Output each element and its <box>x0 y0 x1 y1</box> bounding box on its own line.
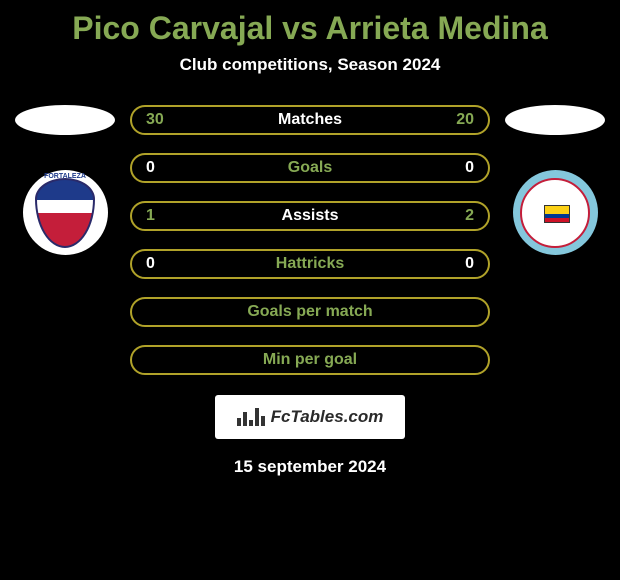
flag-icon <box>544 205 570 223</box>
stat-left-value: 0 <box>146 159 155 177</box>
comparison-area: FORTALEZA 30 Matches 20 0 Goals 0 1 Assi… <box>0 105 620 375</box>
stat-right-value: 0 <box>465 159 474 177</box>
stat-row-goals-per-match: Goals per match <box>130 297 490 327</box>
stat-row-hattricks: 0 Hattricks 0 <box>130 249 490 279</box>
stat-label: Assists <box>282 207 339 225</box>
stat-label: Hattricks <box>276 255 344 273</box>
left-player-oval <box>15 105 115 135</box>
stats-column: 30 Matches 20 0 Goals 0 1 Assists 2 0 Ha… <box>130 105 490 375</box>
fctables-badge[interactable]: FcTables.com <box>215 395 405 439</box>
stat-row-assists: 1 Assists 2 <box>130 201 490 231</box>
left-club-badge: FORTALEZA <box>23 170 108 255</box>
stat-label: Min per goal <box>263 351 357 369</box>
stat-row-matches: 30 Matches 20 <box>130 105 490 135</box>
badge-text: FORTALEZA <box>35 173 95 180</box>
bar-chart-icon <box>237 408 265 426</box>
stat-right-value: 2 <box>465 207 474 225</box>
stat-left-value: 0 <box>146 255 155 273</box>
stat-row-min-per-goal: Min per goal <box>130 345 490 375</box>
stat-label: Goals per match <box>247 303 372 321</box>
page-title: Pico Carvajal vs Arrieta Medina <box>0 0 620 47</box>
stat-right-value: 0 <box>465 255 474 273</box>
right-club-badge <box>513 170 598 255</box>
stat-right-value: 20 <box>456 111 474 129</box>
stat-label: Goals <box>288 159 332 177</box>
fctables-text: FcTables.com <box>271 407 384 427</box>
subtitle: Club competitions, Season 2024 <box>0 55 620 75</box>
right-player-oval <box>505 105 605 135</box>
right-player-column <box>500 105 610 255</box>
stat-left-value: 30 <box>146 111 164 129</box>
stat-left-value: 1 <box>146 207 155 225</box>
date-text: 15 september 2024 <box>0 457 620 477</box>
stat-label: Matches <box>278 111 342 129</box>
stat-row-goals: 0 Goals 0 <box>130 153 490 183</box>
left-player-column: FORTALEZA <box>10 105 120 255</box>
shield-icon <box>35 178 95 248</box>
